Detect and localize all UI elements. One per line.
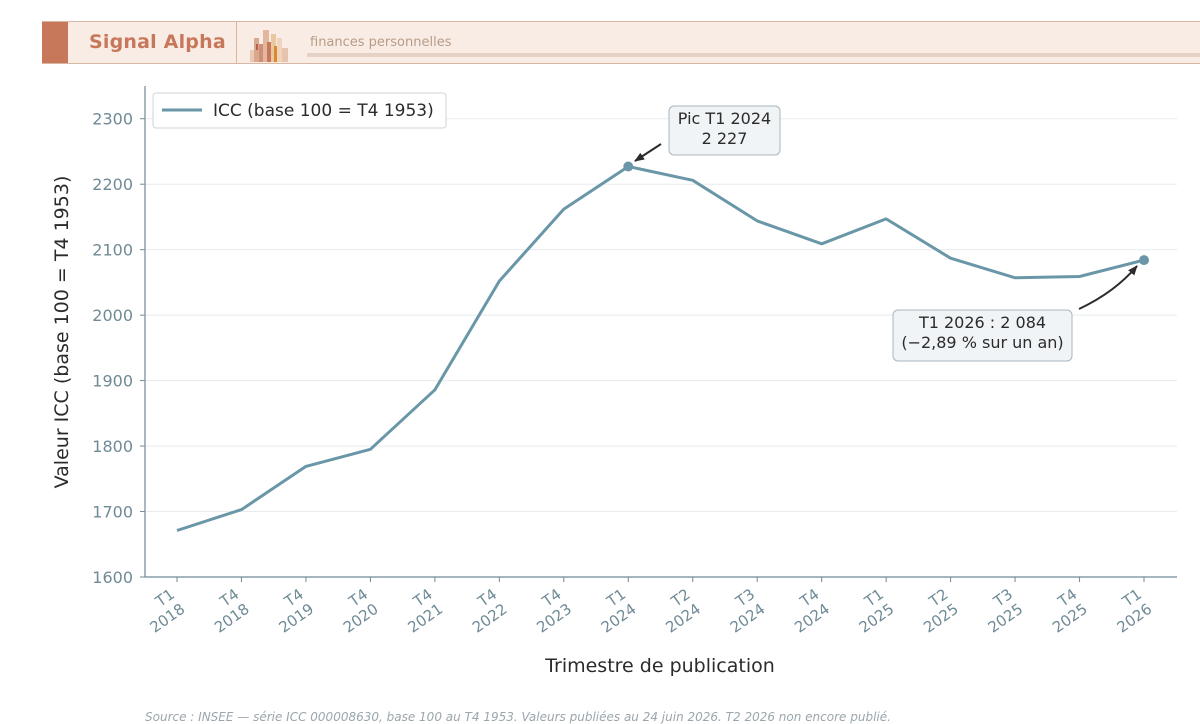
annotation-arrow bbox=[634, 143, 662, 162]
brand-name[interactable]: Signal Alpha bbox=[89, 31, 226, 53]
city-skyline-logo-icon bbox=[250, 30, 288, 62]
highlight-point bbox=[1139, 255, 1149, 266]
x-axis-label: Trimestre de publication bbox=[544, 655, 775, 677]
y-axis-label: Valeur ICC (base 100 = T4 1953) bbox=[51, 176, 73, 489]
y-tick-label: 2000 bbox=[92, 306, 133, 325]
legend-label: ICC (base 100 = T4 1953) bbox=[213, 101, 434, 121]
annotation-text: T1 2026 : 2 084 bbox=[918, 313, 1046, 332]
y-tick-label: 1800 bbox=[92, 437, 133, 456]
y-tick-label: 2300 bbox=[92, 110, 133, 129]
tagline-rule bbox=[307, 53, 1200, 57]
y-tick-label: 2100 bbox=[92, 241, 133, 260]
tagline: finances personnelles bbox=[310, 35, 452, 50]
brand-color-block bbox=[42, 22, 68, 63]
y-tick-label: 1900 bbox=[92, 372, 133, 391]
y-tick-label: 1700 bbox=[92, 503, 133, 522]
y-tick-label: 2200 bbox=[92, 175, 133, 194]
annotation-text: (−2,89 % sur un an) bbox=[901, 333, 1063, 352]
annotation-callout: T1 2026 : 2 084(−2,89 % sur un an) bbox=[892, 265, 1138, 362]
annotation-arrow bbox=[1078, 265, 1138, 310]
annotation-box bbox=[892, 309, 1073, 362]
y-tick-label: 1600 bbox=[92, 568, 133, 587]
source-note: Source : INSEE — série ICC 000008630, ba… bbox=[145, 710, 891, 724]
legend: ICC (base 100 = T4 1953) bbox=[152, 92, 447, 129]
annotation-text: 2 227 bbox=[702, 129, 748, 148]
header-divider bbox=[236, 22, 237, 63]
annotation-box bbox=[668, 105, 781, 156]
annotation-text: Pic T1 2024 bbox=[678, 109, 771, 128]
highlight-point bbox=[623, 161, 634, 172]
site-header: Signal Alpha finances personnelles bbox=[42, 21, 1200, 64]
series-line bbox=[176, 165, 1145, 532]
series-icc bbox=[176, 161, 1149, 532]
y-axis-ticks: 1600 1700 1800 1900 2000 2100 2200 2300 bbox=[92, 110, 145, 587]
